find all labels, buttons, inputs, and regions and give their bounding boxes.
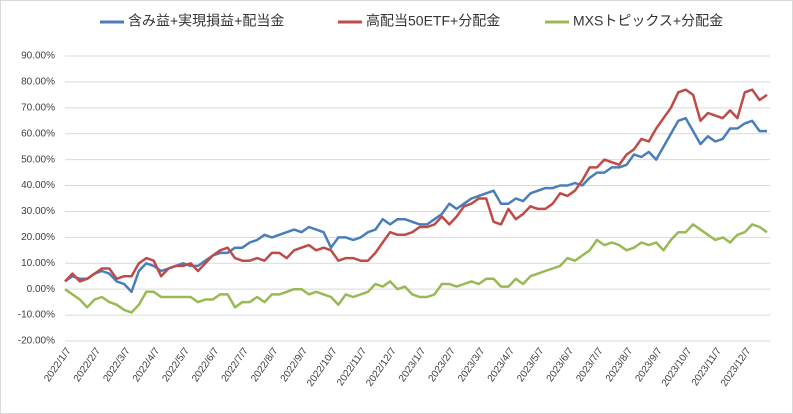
y-tick-label: 10.00%: [21, 258, 55, 269]
y-tick-label: 90.00%: [21, 51, 55, 62]
series-line: [64, 88, 768, 283]
series-line: [64, 116, 767, 294]
legend-label: 高配当50ETF+分配金: [366, 13, 500, 29]
y-tick-label: 0.00%: [27, 284, 55, 295]
y-tick-label: 80.00%: [21, 77, 55, 88]
y-tick-label: 40.00%: [21, 180, 55, 191]
y-tick-label: -20.00%: [18, 336, 55, 347]
legend-label: MXSトピックス+分配金: [573, 13, 723, 29]
y-tick-label: 50.00%: [21, 154, 55, 165]
series-line: [64, 223, 768, 314]
y-tick-label: 70.00%: [21, 102, 55, 113]
y-tick-label: -10.00%: [18, 310, 55, 321]
y-tick-label: 30.00%: [21, 206, 55, 217]
y-tick-label: 60.00%: [21, 128, 55, 139]
legend-label: 含み益+実現損益+配当金: [128, 13, 284, 29]
y-tick-label: 20.00%: [21, 232, 55, 243]
